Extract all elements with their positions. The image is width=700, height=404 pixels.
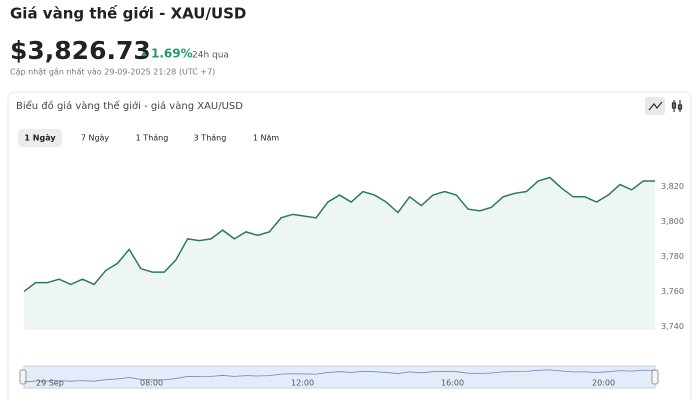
y-tick-label: 3,740: [661, 322, 684, 331]
navigator-label: 12:00: [291, 379, 314, 388]
price-change: 1.69%: [151, 47, 193, 61]
navigator-label: 08:00: [140, 379, 163, 388]
y-tick-label: 3,780: [661, 252, 684, 261]
time-range-tab[interactable]: 7 Ngày: [81, 134, 110, 143]
page-title: Giá vàng thế giới - XAU/USD: [10, 4, 246, 23]
up-arrow: [141, 51, 147, 56]
navigator-line: [23, 369, 655, 383]
navigator-label: 16:00: [441, 379, 464, 388]
candle-view-button[interactable]: [671, 100, 683, 112]
price-line: [23, 176, 655, 293]
price: $3,826.73: [10, 36, 151, 65]
navigator-handle-right[interactable]: [651, 369, 659, 385]
time-range-tab[interactable]: 1 Năm: [253, 134, 280, 143]
time-range-tab[interactable]: 1 Tháng: [136, 134, 169, 143]
area-fill: [24, 177, 655, 330]
time-range-tab[interactable]: 1 Ngày: [24, 134, 56, 143]
y-tick-label: 3,800: [661, 217, 684, 226]
line-icon: [648, 101, 663, 111]
panel-title: Biểu đồ giá vàng thế giới - giá vàng XAU…: [16, 99, 243, 112]
y-tick-label: 3,760: [661, 287, 684, 296]
period: 24h qua: [192, 51, 229, 61]
navigator-handle-left[interactable]: [19, 369, 27, 385]
navigator-label: 29 Sep: [36, 379, 64, 388]
navigator[interactable]: [23, 365, 656, 389]
navigator-label: 20:00: [592, 379, 615, 388]
updated-time: Cập nhật gần nhất vào 29-09-2025 21:28 (…: [10, 67, 215, 78]
time-range-tab[interactable]: 3 Tháng: [194, 134, 227, 143]
selected-tab-bg: [18, 129, 62, 147]
y-tick-label: 3,820: [661, 182, 684, 191]
